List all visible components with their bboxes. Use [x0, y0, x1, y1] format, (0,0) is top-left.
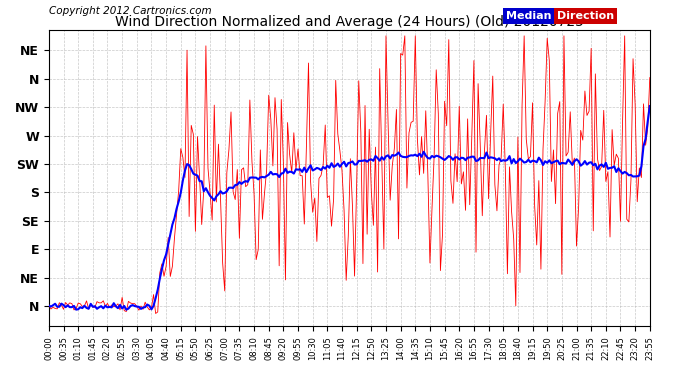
Text: Median: Median: [506, 11, 551, 21]
Text: Direction: Direction: [557, 11, 614, 21]
Title: Wind Direction Normalized and Average (24 Hours) (Old) 20120725: Wind Direction Normalized and Average (2…: [115, 15, 584, 29]
Text: Copyright 2012 Cartronics.com: Copyright 2012 Cartronics.com: [49, 6, 211, 16]
